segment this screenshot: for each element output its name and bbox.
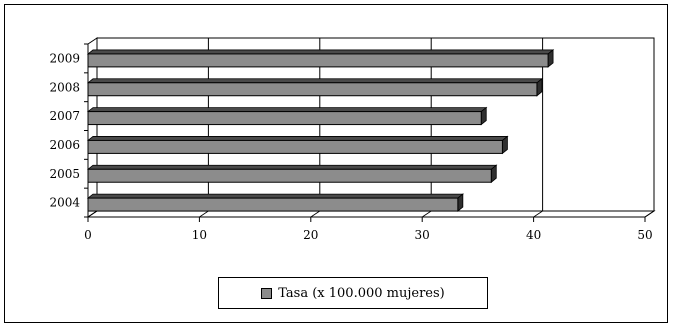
bar-top	[86, 49, 555, 55]
floor-gridline	[310, 210, 321, 218]
x-tick-label: 10	[192, 228, 207, 242]
bar	[87, 197, 459, 212]
x-tick-label: 40	[526, 228, 541, 242]
y-tick-label: 2006	[49, 138, 80, 152]
y-tick-label: 2008	[49, 80, 80, 94]
floor-gridline	[644, 210, 655, 218]
x-tick-label: 50	[637, 228, 652, 242]
y-tick-label: 2004	[49, 196, 80, 210]
bar-top	[86, 107, 488, 112]
bar-top	[86, 136, 509, 141]
x-tick-label: 20	[303, 228, 318, 242]
legend: Tasa (x 100.000 mujeres)	[218, 277, 488, 309]
x-tick-label: 0	[84, 228, 92, 242]
bar-top	[86, 78, 544, 84]
x-tick-label: 30	[415, 228, 430, 242]
plot-floor	[86, 210, 656, 218]
bar	[87, 111, 482, 126]
bar	[87, 53, 549, 68]
y-tick-label: 2007	[49, 109, 80, 123]
floor-gridline	[199, 210, 209, 218]
y-tick-label: 2005	[49, 167, 80, 181]
bar	[87, 82, 538, 97]
bar	[87, 139, 503, 154]
bar-top	[86, 164, 498, 170]
legend-label: Tasa (x 100.000 mujeres)	[278, 285, 445, 301]
floor-gridline	[533, 210, 543, 218]
legend-swatch	[261, 287, 273, 299]
bar-top	[86, 193, 464, 199]
floor-gridline	[421, 210, 432, 218]
y-tick-label: 2009	[49, 51, 80, 65]
bar	[87, 168, 492, 183]
floor-gridline	[87, 210, 98, 218]
